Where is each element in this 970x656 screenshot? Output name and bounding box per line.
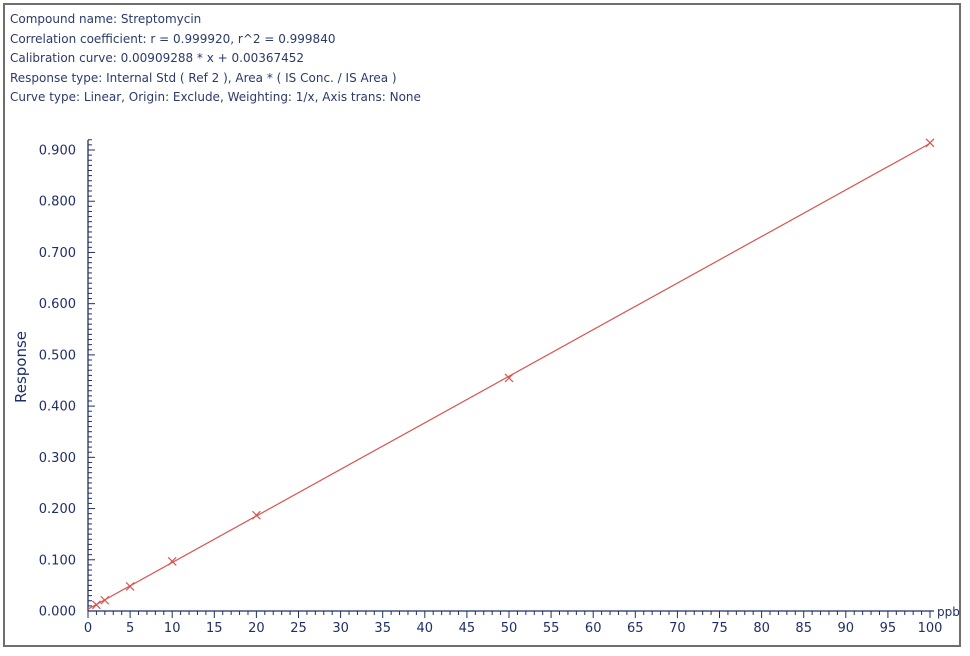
- y-tick-label: 0.200: [39, 502, 76, 517]
- data-point-marker: [125, 581, 135, 591]
- x-tick-label: 45: [459, 621, 476, 636]
- y-axis-title: Response: [12, 331, 30, 403]
- data-point-marker: [925, 138, 935, 148]
- marker-stroke: [125, 581, 135, 591]
- x-tick-label: 20: [248, 621, 265, 636]
- y-tick-label: 0.400: [39, 400, 76, 415]
- x-axis-unit: ppb: [937, 605, 960, 619]
- x-tick-label: 55: [543, 621, 560, 636]
- y-tick-label: 0.000: [39, 605, 76, 620]
- marker-stroke: [504, 373, 514, 383]
- axes-group: 0 5 10 15 20 25 30 35 40 45 50 55 60 65 70 75 80 85 90 95 10…: [39, 139, 943, 636]
- x-tick-label: 80: [753, 621, 770, 636]
- marker-stroke: [925, 138, 935, 148]
- x-tick-label: 35: [374, 621, 391, 636]
- data-point-marker: [504, 373, 514, 383]
- x-tick-label: 95: [880, 621, 897, 636]
- x-tick-label: 15: [206, 621, 223, 636]
- curve-type-text: Curve type: Linear, Origin: Exclude, Wei…: [10, 90, 421, 104]
- y-tick-label: 0.800: [39, 195, 76, 210]
- data-point-marker: [251, 510, 261, 520]
- response-type-text: Response type: Internal Std ( Ref 2 ), A…: [10, 70, 397, 85]
- data-point-marker: [167, 556, 177, 566]
- correlation-text: Correlation coefficient: r = 0.999920, r…: [10, 31, 336, 46]
- x-tick-label: 30: [332, 621, 349, 636]
- y-tick-label: 0.500: [39, 348, 76, 363]
- calibration-fit-line: [87, 142, 931, 610]
- x-tick-label: 70: [669, 621, 686, 636]
- x-tick-label: 0: [84, 621, 92, 636]
- marker-stroke: [100, 595, 110, 605]
- x-tick-label: 50: [501, 621, 518, 636]
- calibration-header: Compound name: Streptomycin Correlation …: [10, 10, 421, 108]
- compound-name-text: Compound name: Streptomycin: [10, 12, 202, 26]
- x-tick-label: 65: [627, 621, 644, 636]
- marker-stroke: [167, 556, 177, 566]
- x-tick-label: 85: [795, 621, 812, 636]
- marker-stroke: [91, 600, 101, 610]
- x-tick-label: 5: [126, 621, 134, 636]
- y-tick-label: 0.300: [39, 451, 76, 466]
- x-tick-label: 90: [838, 621, 855, 636]
- x-tick-label: 60: [585, 621, 602, 636]
- markers-group: [91, 138, 935, 610]
- calibration-curve-text: Calibration curve: 0.00909288 * x + 0.00…: [10, 51, 305, 65]
- y-tick-label: 0.700: [39, 246, 76, 261]
- marker-stroke: [251, 510, 261, 520]
- y-tick-label: 0.100: [39, 553, 76, 568]
- x-tick-label: 10: [164, 621, 181, 636]
- fit-line-group: [87, 142, 931, 610]
- x-tick-label: 75: [711, 621, 728, 636]
- chart-panel: [3, 3, 961, 647]
- x-tick-label: 40: [417, 621, 434, 636]
- x-tick-label: 100: [918, 621, 943, 636]
- data-point-marker: [91, 600, 101, 610]
- data-point-marker: [100, 595, 110, 605]
- x-tick-label: 25: [290, 621, 307, 636]
- y-tick-label: 0.600: [39, 297, 76, 312]
- y-tick-label: 0.900: [39, 144, 76, 159]
